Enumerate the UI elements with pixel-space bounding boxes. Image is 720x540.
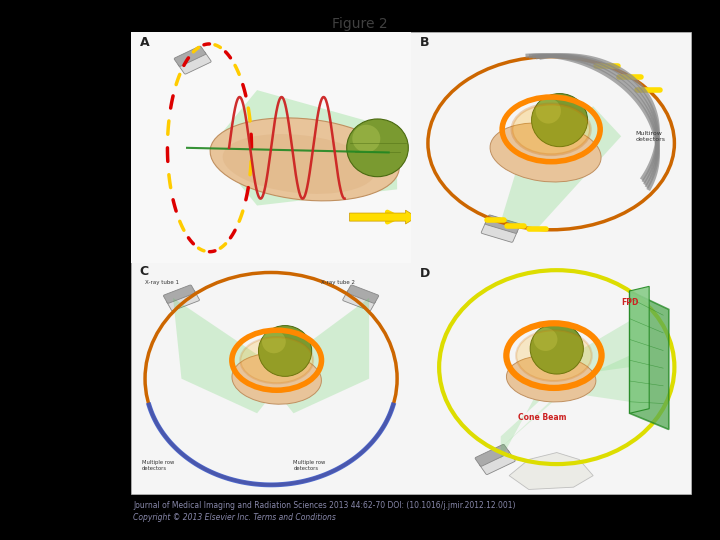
Text: X-ray tube 2: X-ray tube 2 xyxy=(322,280,356,285)
Ellipse shape xyxy=(240,337,313,383)
FancyBboxPatch shape xyxy=(485,215,521,233)
FancyBboxPatch shape xyxy=(178,52,211,74)
FancyBboxPatch shape xyxy=(347,285,379,303)
Text: A: A xyxy=(140,36,149,49)
Polygon shape xyxy=(500,106,621,228)
Polygon shape xyxy=(629,286,649,413)
Polygon shape xyxy=(500,355,629,448)
Polygon shape xyxy=(509,453,593,489)
FancyBboxPatch shape xyxy=(475,444,510,466)
Text: Multiple row
detectors: Multiple row detectors xyxy=(294,460,325,471)
FancyBboxPatch shape xyxy=(163,285,195,303)
Text: X-ray tube 1: X-ray tube 1 xyxy=(145,280,179,285)
Ellipse shape xyxy=(347,119,408,177)
Text: C: C xyxy=(140,265,148,278)
Text: D: D xyxy=(420,267,430,280)
Text: B: B xyxy=(420,36,429,49)
Ellipse shape xyxy=(232,353,321,404)
Polygon shape xyxy=(210,90,397,206)
Text: Multiple row
detectors: Multiple row detectors xyxy=(143,460,174,471)
Ellipse shape xyxy=(512,104,590,155)
FancyBboxPatch shape xyxy=(174,46,206,66)
Text: Multirow
detectors: Multirow detectors xyxy=(635,131,665,141)
FancyBboxPatch shape xyxy=(480,450,516,475)
Ellipse shape xyxy=(490,123,601,182)
Ellipse shape xyxy=(536,98,561,124)
Polygon shape xyxy=(173,298,294,413)
Text: Journal of Medical Imaging and Radiation Sciences 2013 44:62-70 DOI: (10.1016/j.: Journal of Medical Imaging and Radiation… xyxy=(133,501,516,510)
Ellipse shape xyxy=(531,93,588,147)
Ellipse shape xyxy=(516,330,592,381)
Ellipse shape xyxy=(258,326,312,376)
Text: FPD: FPD xyxy=(621,298,639,307)
Bar xyxy=(131,32,691,494)
Text: Copyright © 2013 Elsevier Inc. Terms and Conditions: Copyright © 2013 Elsevier Inc. Terms and… xyxy=(133,513,336,522)
FancyBboxPatch shape xyxy=(343,291,376,310)
Text: Figure 2: Figure 2 xyxy=(332,17,388,31)
Ellipse shape xyxy=(222,134,376,194)
FancyBboxPatch shape xyxy=(481,221,518,242)
Polygon shape xyxy=(257,298,369,413)
FancyArrow shape xyxy=(349,210,417,224)
Ellipse shape xyxy=(262,330,286,353)
Text: Cone Beam: Cone Beam xyxy=(518,413,566,422)
Ellipse shape xyxy=(210,118,399,201)
Ellipse shape xyxy=(506,355,596,402)
Ellipse shape xyxy=(530,323,583,374)
Ellipse shape xyxy=(534,328,557,351)
Ellipse shape xyxy=(352,125,380,152)
Polygon shape xyxy=(629,291,669,429)
Polygon shape xyxy=(500,321,629,460)
FancyBboxPatch shape xyxy=(166,291,199,310)
